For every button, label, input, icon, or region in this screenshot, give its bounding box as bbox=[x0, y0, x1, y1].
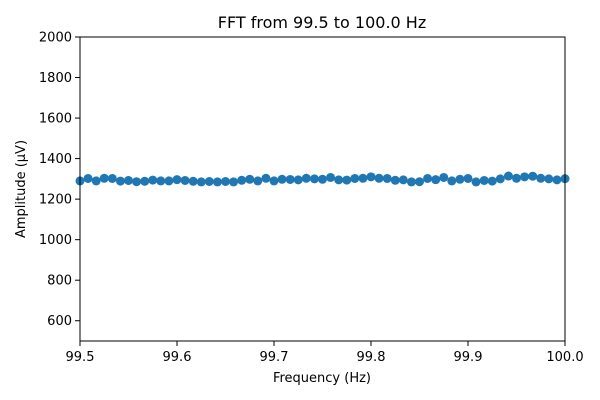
data-point bbox=[398, 175, 408, 185]
x-axis-ticks: 99.5 99.6 99.7 99.8 99.9 100.0 bbox=[66, 341, 584, 365]
data-point bbox=[204, 177, 214, 186]
data-point bbox=[358, 173, 368, 183]
data-point bbox=[115, 176, 125, 186]
data-point bbox=[390, 175, 400, 185]
data-point bbox=[188, 176, 198, 186]
y-axis-ticks: 600 800 1000 1200 1400 1600 1800 2000 bbox=[39, 31, 80, 329]
data-point bbox=[91, 176, 101, 186]
y-tick-label: 800 bbox=[47, 274, 72, 289]
y-tick-label: 1200 bbox=[39, 193, 72, 208]
data-point bbox=[382, 173, 392, 183]
data-point bbox=[463, 173, 473, 183]
y-axis-label: Amplitude (µV) bbox=[14, 140, 29, 238]
data-point bbox=[439, 172, 449, 182]
data-point bbox=[455, 174, 465, 184]
data-point bbox=[471, 177, 481, 187]
y-tick-label: 1400 bbox=[39, 152, 72, 167]
data-point bbox=[544, 174, 554, 184]
data-point bbox=[536, 173, 546, 183]
y-tick-label: 2000 bbox=[39, 31, 72, 46]
data-point bbox=[479, 175, 489, 185]
data-points bbox=[75, 171, 570, 187]
data-point bbox=[406, 177, 416, 187]
data-point bbox=[253, 176, 263, 186]
data-point bbox=[180, 175, 190, 185]
data-point bbox=[520, 172, 530, 182]
data-point bbox=[447, 176, 457, 186]
data-point bbox=[132, 177, 142, 187]
data-point bbox=[156, 176, 166, 186]
data-point bbox=[495, 174, 505, 184]
data-point bbox=[342, 175, 352, 185]
data-point bbox=[83, 173, 93, 183]
data-point bbox=[415, 177, 424, 187]
data-point bbox=[245, 174, 255, 184]
chart-title: FFT from 99.5 to 100.0 Hz bbox=[218, 13, 426, 32]
x-tick-label: 99.6 bbox=[163, 350, 192, 365]
y-tick-label: 1800 bbox=[39, 71, 72, 86]
data-point bbox=[277, 174, 287, 184]
data-point bbox=[528, 171, 538, 181]
x-tick-label: 100.0 bbox=[546, 350, 583, 365]
data-point bbox=[172, 175, 182, 185]
data-point bbox=[552, 175, 562, 185]
data-point bbox=[309, 174, 319, 184]
data-point bbox=[301, 173, 311, 183]
plot-frame bbox=[79, 36, 566, 342]
data-point bbox=[334, 175, 344, 185]
y-tick-label: 1000 bbox=[39, 233, 72, 248]
data-point bbox=[326, 172, 336, 182]
data-point bbox=[140, 176, 150, 186]
x-tick-label: 99.9 bbox=[454, 350, 483, 365]
data-point bbox=[374, 173, 384, 183]
data-point bbox=[487, 176, 497, 186]
data-point bbox=[293, 175, 303, 185]
x-tick-label: 99.8 bbox=[357, 350, 386, 365]
data-point bbox=[366, 172, 376, 182]
data-point bbox=[237, 175, 247, 185]
data-point bbox=[431, 175, 441, 185]
data-point bbox=[99, 173, 109, 183]
data-point bbox=[221, 177, 230, 186]
data-point bbox=[196, 177, 206, 187]
y-tick-label: 600 bbox=[47, 314, 72, 329]
data-point bbox=[261, 173, 271, 183]
data-point bbox=[269, 176, 279, 186]
data-point bbox=[350, 173, 360, 183]
data-point bbox=[229, 177, 239, 187]
data-point bbox=[285, 174, 295, 184]
data-point bbox=[164, 176, 174, 186]
data-point bbox=[148, 175, 158, 185]
data-point bbox=[107, 173, 117, 183]
data-point bbox=[318, 174, 327, 184]
data-point bbox=[212, 177, 222, 187]
data-point bbox=[512, 173, 521, 183]
x-tick-label: 99.7 bbox=[260, 350, 289, 365]
data-point bbox=[124, 175, 133, 185]
data-point bbox=[423, 173, 433, 183]
x-axis-label: Frequency (Hz) bbox=[273, 371, 371, 386]
y-tick-label: 1600 bbox=[39, 112, 72, 127]
data-point bbox=[503, 171, 513, 181]
x-tick-label: 99.5 bbox=[66, 350, 95, 365]
